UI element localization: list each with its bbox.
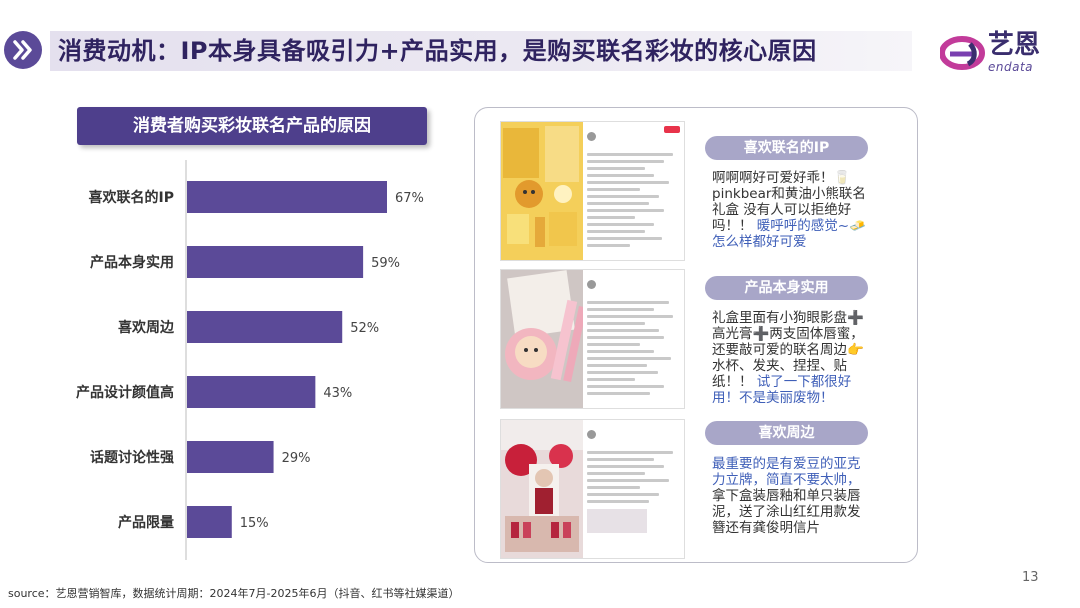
social-post-image-3 [500,419,685,559]
category-label: 产品限量 [118,514,174,531]
value-label: 29% [282,451,311,466]
quote-text: 礼盒里面有小狗眼影盘➕高光膏➕两支固体唇蜜，还要敲可爱的联名周边👉水杯、发夹、捏… [712,310,864,390]
category-label: 喜欢联名的IP [89,189,174,206]
reason-pill-merch: 喜欢周边 [705,421,868,445]
bar-chart: 喜欢联名的IP 67% 产品本身实用 59% 喜欢周边 52% 产品设计颜值高 43% 话题讨论… [76,160,424,560]
value-label: 43% [323,386,352,401]
title-bar [50,31,912,71]
quote-highlight: 试了一下都很好用！不是美丽废物！ [712,374,852,406]
bar [187,441,274,473]
bar [187,246,364,278]
quote-highlight: 暖呼呼的感觉~🧈 怎么样都好可爱 [712,218,866,250]
quote-text: 拿下盒装唇釉和单只装唇泥，送了涂山红红用款发簪还有龚俊明信片 [712,488,861,536]
chevron-right-icon [4,31,42,69]
category-label: 话题讨论性强 [90,449,174,466]
reason-quote-ip: 啊啊啊好可爱好乖！🥛 pinkbear和黄油小熊联名礼盒 没有人可以拒绝好吗！！… [712,170,872,250]
logo-subtitle: endata [988,60,1034,74]
bar [187,506,232,538]
page-title: 消费动机：IP本身具备吸引力+产品实用，是购买联名彩妆的核心原因 [58,37,817,65]
source-note: source：艺恩营销智库，数据统计周期：2024年7月-2025年6月（抖音、… [8,587,460,600]
reason-quote-merch: 最重要的是有爱豆的亚克力立牌，简直不要太帅， 拿下盒装唇釉和单只装唇泥，送了涂山… [712,456,872,536]
logo-name: 艺恩 [988,30,1041,60]
endata-logo-icon [940,36,985,70]
social-post-image-1 [500,121,685,261]
bar [187,376,316,408]
page-number: 13 [1022,570,1039,585]
bar [187,181,387,213]
bar [187,311,343,343]
category-label: 喜欢周边 [118,319,175,336]
category-label: 产品本身实用 [90,254,174,271]
reason-quote-practical: 礼盒里面有小狗眼影盘➕高光膏➕两支固体唇蜜，还要敲可爱的联名周边👉水杯、发夹、捏… [712,310,872,406]
quote-text: 啊啊啊好可爱好乖！🥛 pinkbear和黄油小熊联名礼盒 没有人可以拒绝好吗！！ [712,170,866,234]
social-post-image-2 [500,269,685,409]
value-label: 52% [350,321,379,336]
value-label: 59% [371,256,400,271]
quote-highlight: 最重要的是有爱豆的亚克力立牌，简直不要太帅， [712,456,861,488]
value-label: 15% [240,516,269,531]
reason-pill-ip: 喜欢联名的IP [705,136,868,160]
category-label: 产品设计颜值高 [76,384,174,401]
value-label: 67% [395,191,424,206]
reason-pill-practical: 产品本身实用 [705,276,868,300]
chart-title: 消费者购买彩妆联名产品的原因 [77,107,427,145]
